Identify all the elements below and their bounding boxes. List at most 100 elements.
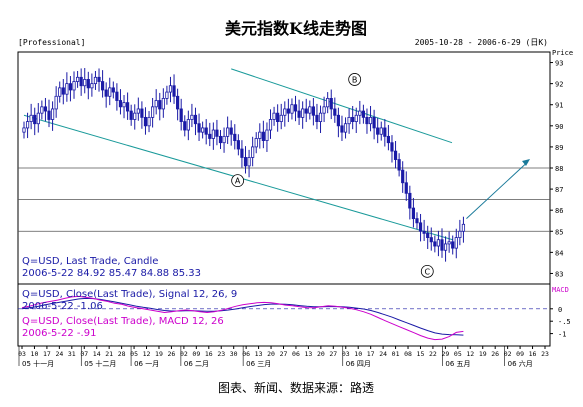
candle-body: [229, 127, 233, 135]
candle-body: [254, 138, 258, 148]
macd-info-line-3: Q=USD, Close(Last Trade), MACD 12, 26: [22, 316, 224, 327]
x-day-tick-label: 20: [317, 350, 325, 358]
candle-body: [265, 129, 269, 141]
price-tick-label: 85: [555, 228, 563, 236]
candle-body: [376, 127, 380, 135]
candle-body: [411, 207, 416, 220]
x-day-tick-label: 28: [118, 350, 126, 358]
x-day-tick-label: 09: [516, 350, 524, 358]
candle-body: [393, 150, 398, 160]
candle-body: [72, 81, 76, 91]
candle-body: [58, 87, 62, 97]
x-day-tick-label: 10: [31, 350, 39, 358]
candle-body: [233, 133, 237, 141]
candle-body: [390, 142, 394, 152]
annotation-label-a: A: [235, 177, 241, 186]
candle-body: [397, 159, 401, 171]
candle-body: [361, 110, 365, 118]
x-day-tick-label: 14: [93, 350, 101, 358]
candle-body: [408, 192, 412, 209]
candle-body: [197, 123, 201, 133]
candle-body: [136, 108, 140, 114]
candle-body: [451, 241, 455, 249]
annotation-label-c: C: [424, 267, 430, 276]
x-month-label: 06 五月: [445, 360, 470, 368]
candle-body: [108, 87, 112, 97]
candle-body: [40, 106, 44, 114]
x-month-label: 06 一月: [134, 360, 159, 368]
price-tick-label: 88: [555, 165, 563, 173]
candle-body: [368, 116, 373, 125]
candle-body: [161, 98, 165, 110]
x-day-tick-label: 24: [55, 350, 63, 358]
macd-tick-label: -.5: [558, 318, 571, 326]
price-tick-label: 92: [555, 81, 563, 89]
candle-body: [111, 87, 115, 93]
candle-body: [29, 114, 33, 123]
candle-body: [122, 102, 126, 108]
x-day-tick-label: 12: [143, 350, 151, 358]
candle-body: [293, 104, 298, 112]
candle-body: [401, 169, 405, 184]
candle-body: [222, 135, 226, 144]
price-tick-label: 87: [555, 186, 563, 194]
candle-body: [54, 95, 58, 110]
x-day-tick-label: 16: [205, 350, 213, 358]
x-day-tick-label: 08: [404, 350, 412, 358]
candle-body: [165, 91, 169, 99]
macd-info-line-2: 2006-5-22 -1.06: [22, 301, 103, 312]
price-tick-label: 86: [555, 207, 563, 215]
candle-body: [297, 110, 301, 118]
x-day-tick-label: 06: [242, 350, 250, 358]
projection-arrow-head: [522, 159, 530, 166]
candle-body: [326, 98, 330, 108]
candle-body: [240, 148, 244, 158]
candle-body: [86, 79, 90, 89]
x-day-tick-label: 26: [168, 350, 176, 358]
macd-panel: MACD 0 -.5 -1 Q=USD, Close(Last Trade), Si…: [17, 283, 571, 347]
info-line-1: Q=USD, Last Trade, Candle: [22, 256, 158, 267]
candle-body: [193, 114, 198, 125]
x-day-tick-label: 22: [429, 350, 437, 358]
candle-body: [186, 119, 190, 131]
candle-body: [115, 91, 119, 101]
candle-body: [333, 108, 337, 116]
macd-tick-label: 0: [558, 306, 562, 314]
candle-body: [415, 218, 419, 224]
candle-body: [429, 237, 433, 243]
annotation-circle-b: [348, 73, 362, 86]
chart-title: 美元指数K线走势图: [225, 19, 367, 38]
candle-body: [304, 108, 308, 114]
price-tick-label: 84: [555, 249, 563, 257]
candle-body: [258, 131, 262, 139]
price-tick-label: 91: [555, 102, 563, 110]
candle-body: [79, 76, 83, 87]
projection-arrow-line: [466, 161, 529, 219]
candle-body: [25, 121, 30, 129]
x-day-tick-label: 31: [68, 350, 76, 358]
x-day-tick-label: 07: [80, 350, 88, 358]
candle-body: [215, 129, 219, 137]
price-tick-label: 93: [555, 60, 563, 68]
candle-body: [329, 98, 333, 110]
macd-tick-label: -1: [558, 331, 566, 339]
x-day-tick-label: 09: [192, 350, 200, 358]
x-day-tick-label: 02: [504, 350, 512, 358]
candle-body: [22, 127, 26, 133]
candle-body: [100, 81, 105, 91]
candle-body: [140, 108, 144, 118]
candle-body: [97, 76, 101, 82]
candle-body: [443, 243, 448, 251]
candle-body: [422, 230, 426, 234]
info-line-2: 2006-5-22 84.92 85.47 84.88 85.33: [22, 268, 201, 279]
x-month-label: 06 二月: [184, 360, 209, 368]
macd-series-line: [21, 295, 464, 341]
candle-body: [201, 127, 205, 133]
candle-body: [154, 100, 158, 108]
candle-body: [347, 116, 351, 125]
candle-body: [454, 237, 458, 249]
candle-body: [151, 106, 155, 118]
annotation-circle-c: [420, 264, 434, 278]
price-tick-label: 90: [555, 123, 563, 131]
